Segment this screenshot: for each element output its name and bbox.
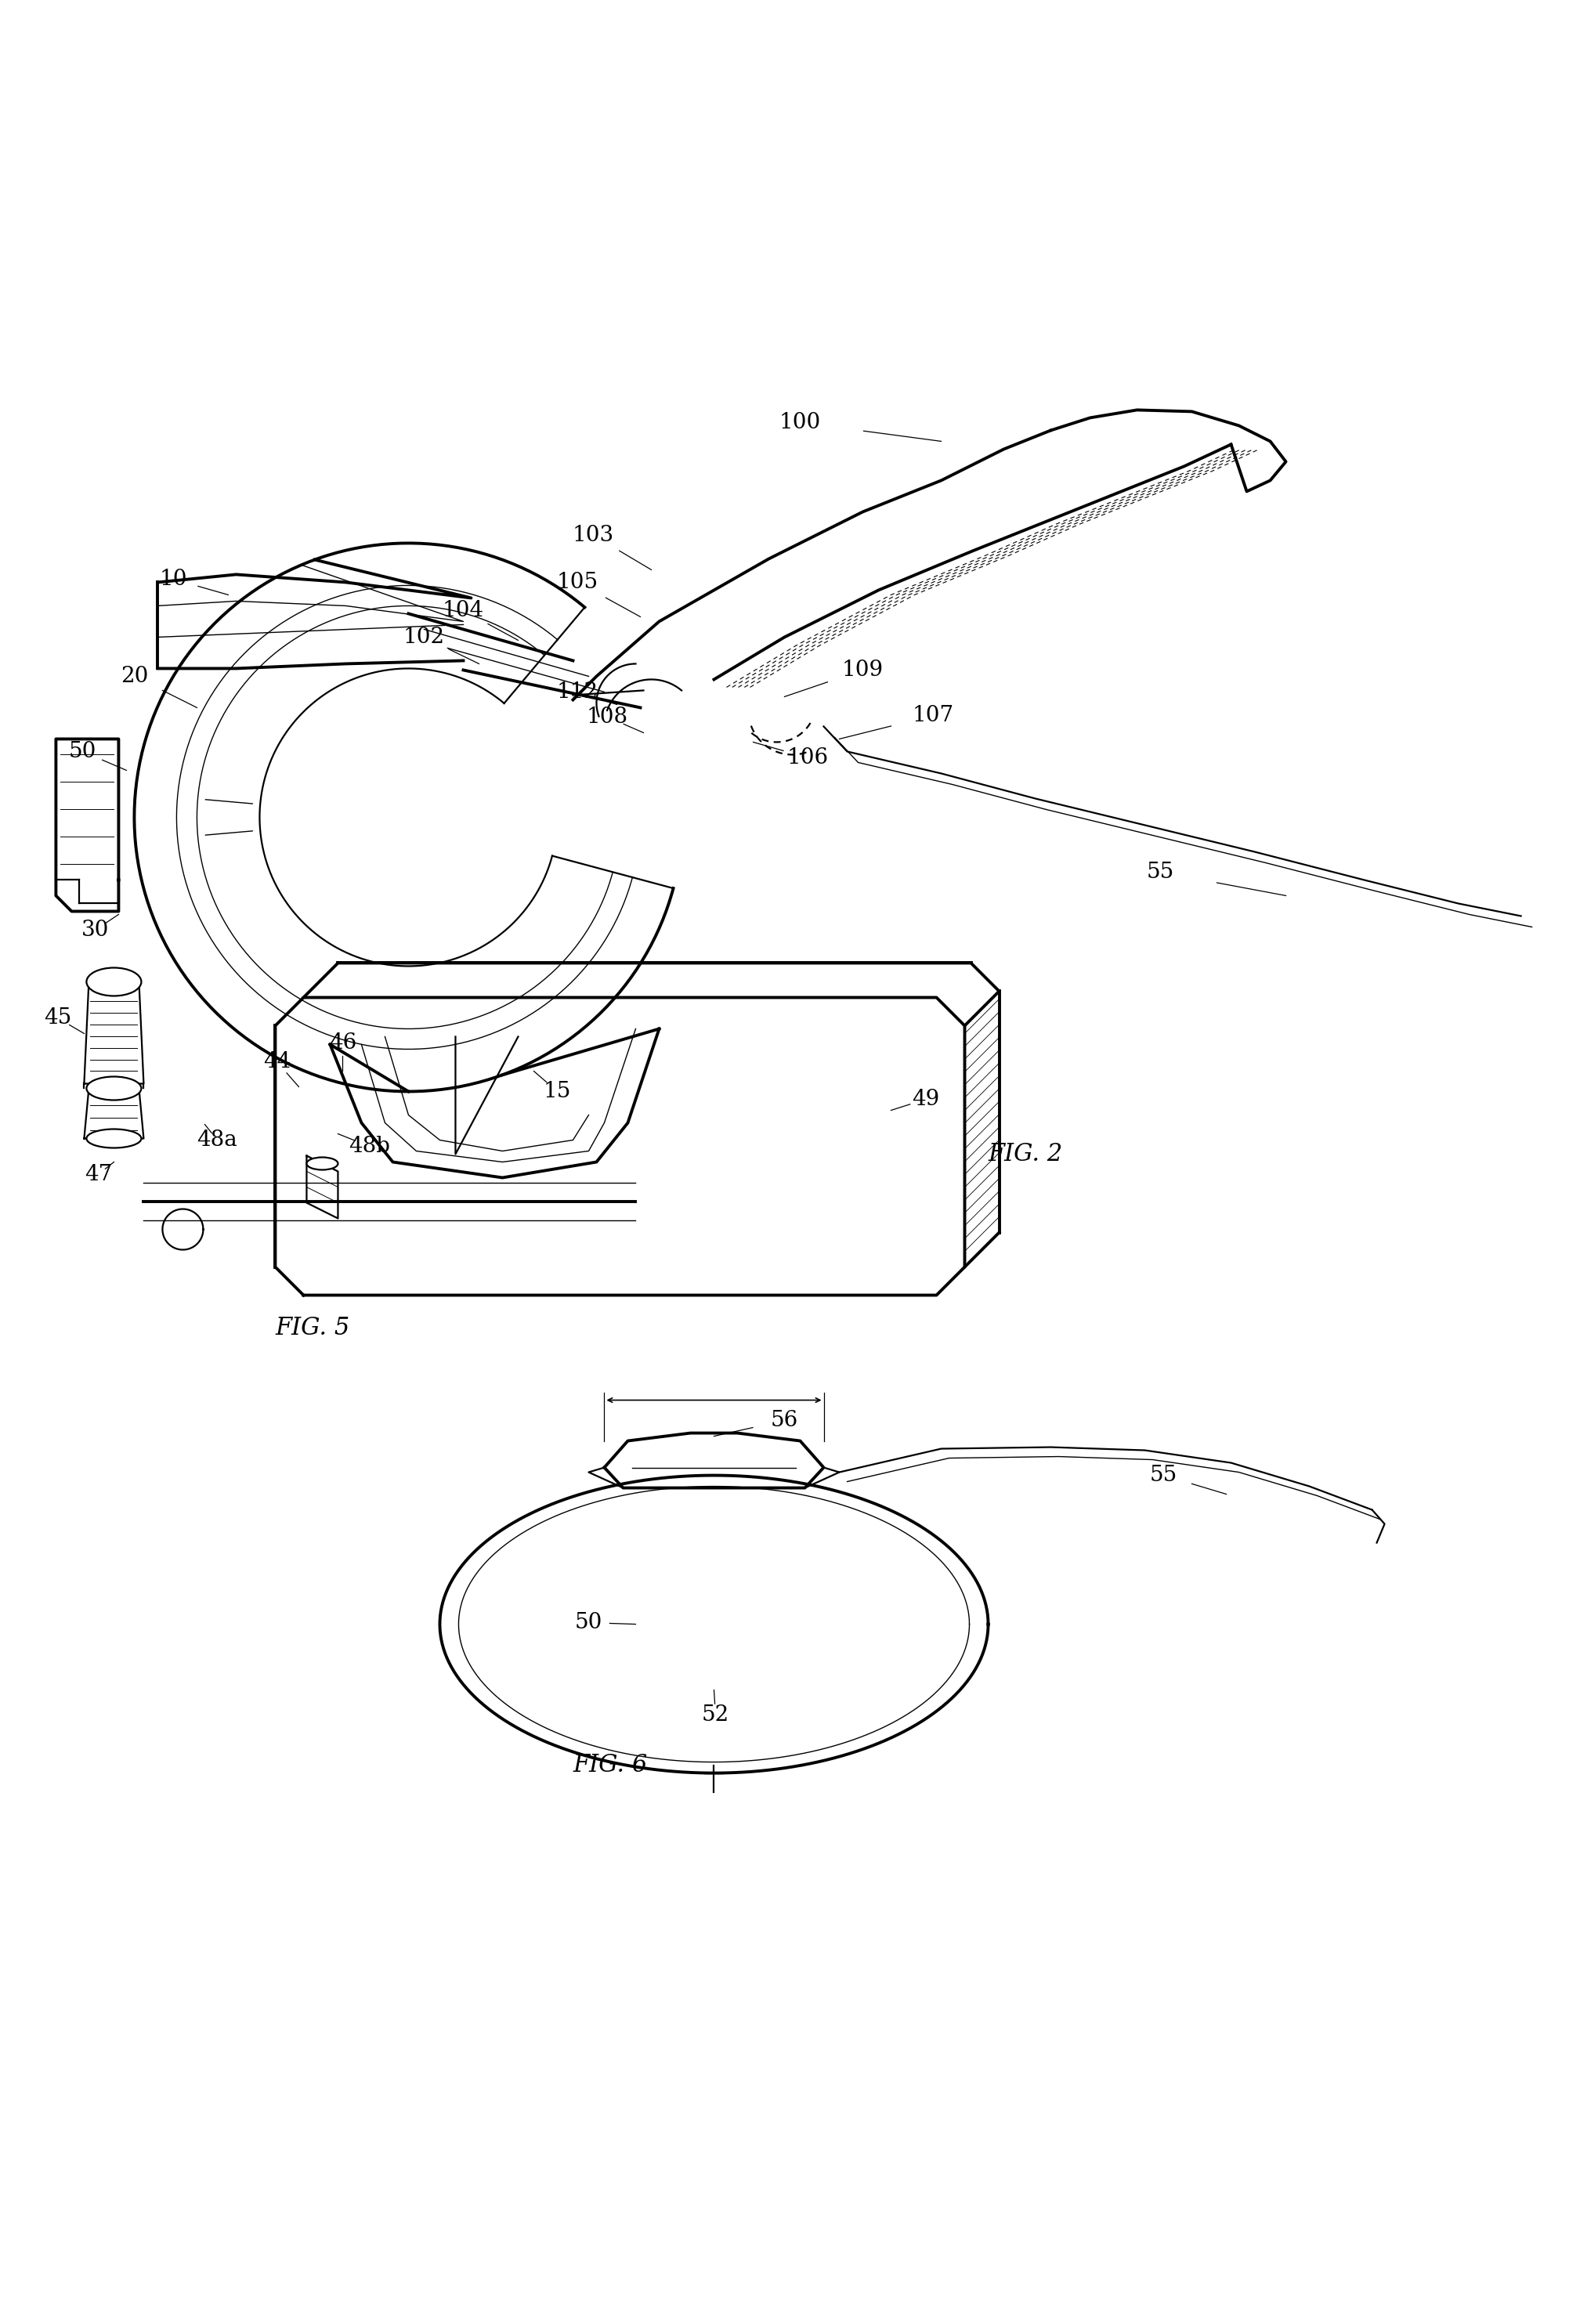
- Text: 47: 47: [85, 1164, 111, 1185]
- Text: 10: 10: [160, 569, 187, 590]
- Ellipse shape: [86, 1129, 141, 1148]
- Text: 112: 112: [557, 681, 598, 702]
- Text: 44: 44: [264, 1050, 290, 1071]
- Text: 103: 103: [573, 525, 613, 546]
- Text: 100: 100: [780, 411, 821, 432]
- Text: 105: 105: [557, 572, 598, 593]
- Text: 48a: 48a: [198, 1129, 237, 1150]
- Text: 48b: 48b: [348, 1136, 391, 1157]
- Text: FIG. 2: FIG. 2: [988, 1141, 1062, 1167]
- Text: 50: 50: [574, 1613, 602, 1634]
- Text: 15: 15: [543, 1081, 571, 1102]
- Text: 106: 106: [788, 748, 828, 769]
- Text: 56: 56: [770, 1411, 799, 1432]
- Text: 20: 20: [121, 665, 147, 688]
- Text: 46: 46: [329, 1032, 356, 1053]
- Text: 45: 45: [44, 1006, 71, 1030]
- Text: 52: 52: [701, 1703, 730, 1727]
- Text: 102: 102: [403, 627, 446, 648]
- Text: 109: 109: [843, 660, 883, 681]
- Ellipse shape: [86, 1076, 141, 1099]
- Text: 49: 49: [912, 1088, 940, 1111]
- Text: 55: 55: [1147, 862, 1174, 883]
- Text: 104: 104: [442, 600, 485, 621]
- Text: FIG. 5: FIG. 5: [275, 1315, 350, 1341]
- Text: 108: 108: [587, 706, 628, 727]
- Ellipse shape: [86, 967, 141, 997]
- Ellipse shape: [306, 1157, 337, 1169]
- Text: 50: 50: [69, 741, 96, 762]
- Text: 30: 30: [82, 920, 108, 941]
- Text: 55: 55: [1150, 1464, 1177, 1485]
- Text: FIG. 6: FIG. 6: [573, 1752, 648, 1778]
- Text: 107: 107: [913, 704, 954, 725]
